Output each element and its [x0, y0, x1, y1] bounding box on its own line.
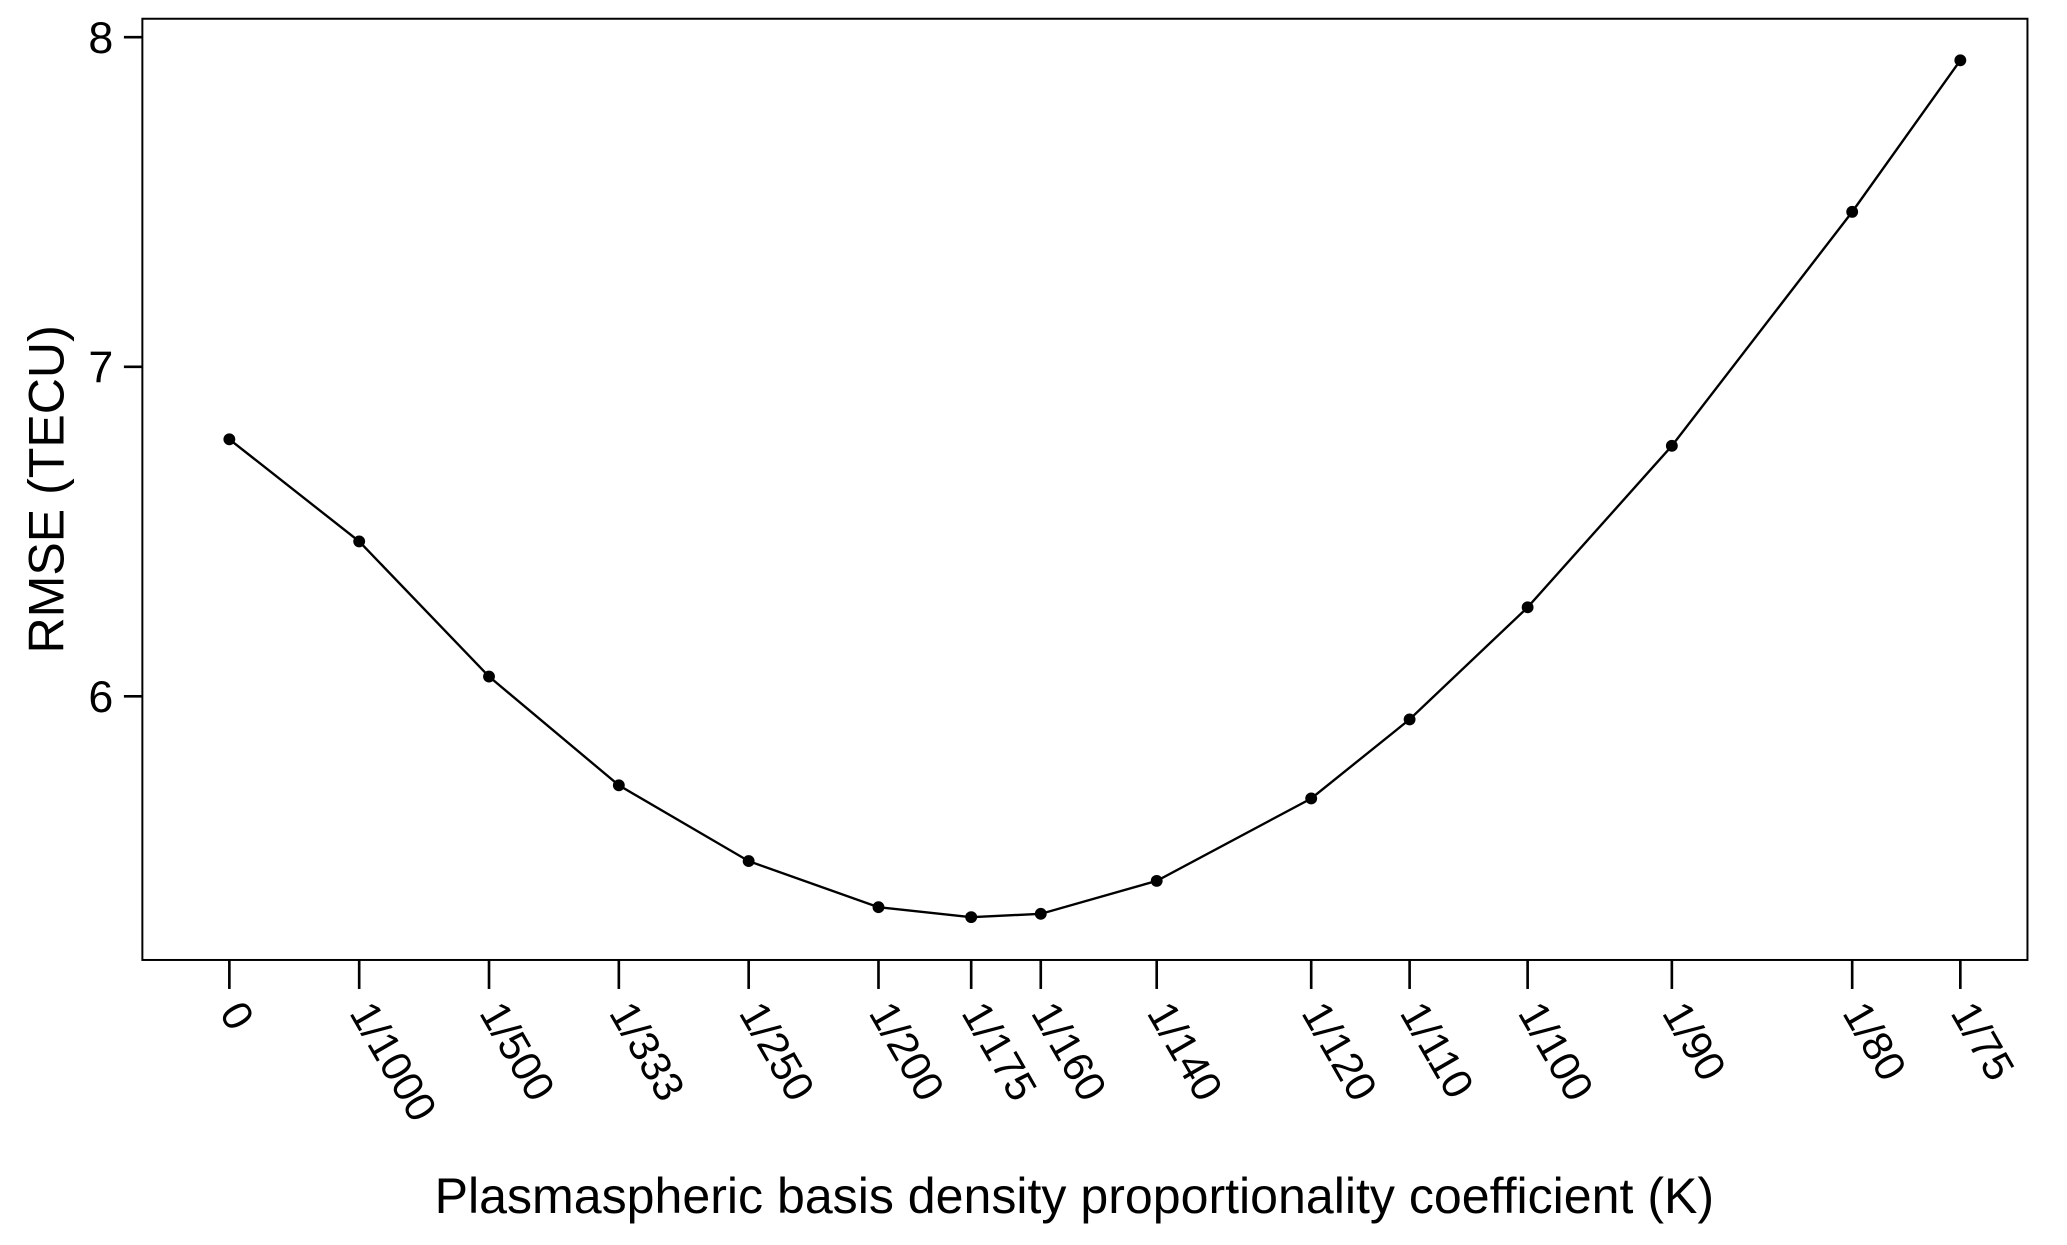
y-axis-label: RMSE (TECU) [18, 325, 74, 653]
data-point [1846, 205, 1859, 218]
series-line [228, 59, 1962, 919]
x-tick-label: 1/90 [1654, 994, 1736, 1089]
x-tick-label: 1/200 [860, 994, 953, 1109]
x-tick-label: 1/1000 [341, 994, 446, 1129]
x-tick-label: 1/120 [1293, 994, 1386, 1109]
x-tick-label: 1/80 [1834, 994, 1916, 1089]
x-tick-label: 1/100 [1509, 994, 1602, 1109]
data-point [483, 670, 495, 683]
y-tick-label: 8 [88, 13, 113, 63]
x-tick-label: 1/110 [1391, 994, 1483, 1106]
x-tick-label: 0 [211, 994, 263, 1038]
x-tick-label: 1/75 [1942, 994, 2024, 1089]
data-point [612, 779, 625, 792]
x-tick-label: 1/500 [471, 994, 564, 1109]
x-tick-label: 1/333 [600, 994, 693, 1109]
data-point [1034, 907, 1047, 920]
x-tick-label: 1/140 [1138, 994, 1231, 1109]
data-point [1403, 713, 1416, 726]
data-point [1150, 874, 1163, 887]
data-point [223, 433, 236, 446]
y-tick-label: 6 [88, 672, 113, 722]
plot-frame [141, 17, 2029, 961]
data-point [872, 901, 885, 914]
data-point [742, 855, 755, 868]
data-point [1305, 792, 1318, 805]
data-point [353, 535, 366, 548]
data-point [1665, 439, 1678, 452]
x-tick-label: 1/160 [1022, 994, 1115, 1109]
data-point [965, 911, 978, 924]
data-point [1954, 54, 1967, 67]
y-tick-label: 7 [88, 343, 113, 393]
x-axis-label: Plasmaspheric basis density proportional… [435, 1168, 1714, 1224]
x-tick-label: 1/250 [730, 994, 823, 1109]
data-point [1521, 601, 1534, 614]
